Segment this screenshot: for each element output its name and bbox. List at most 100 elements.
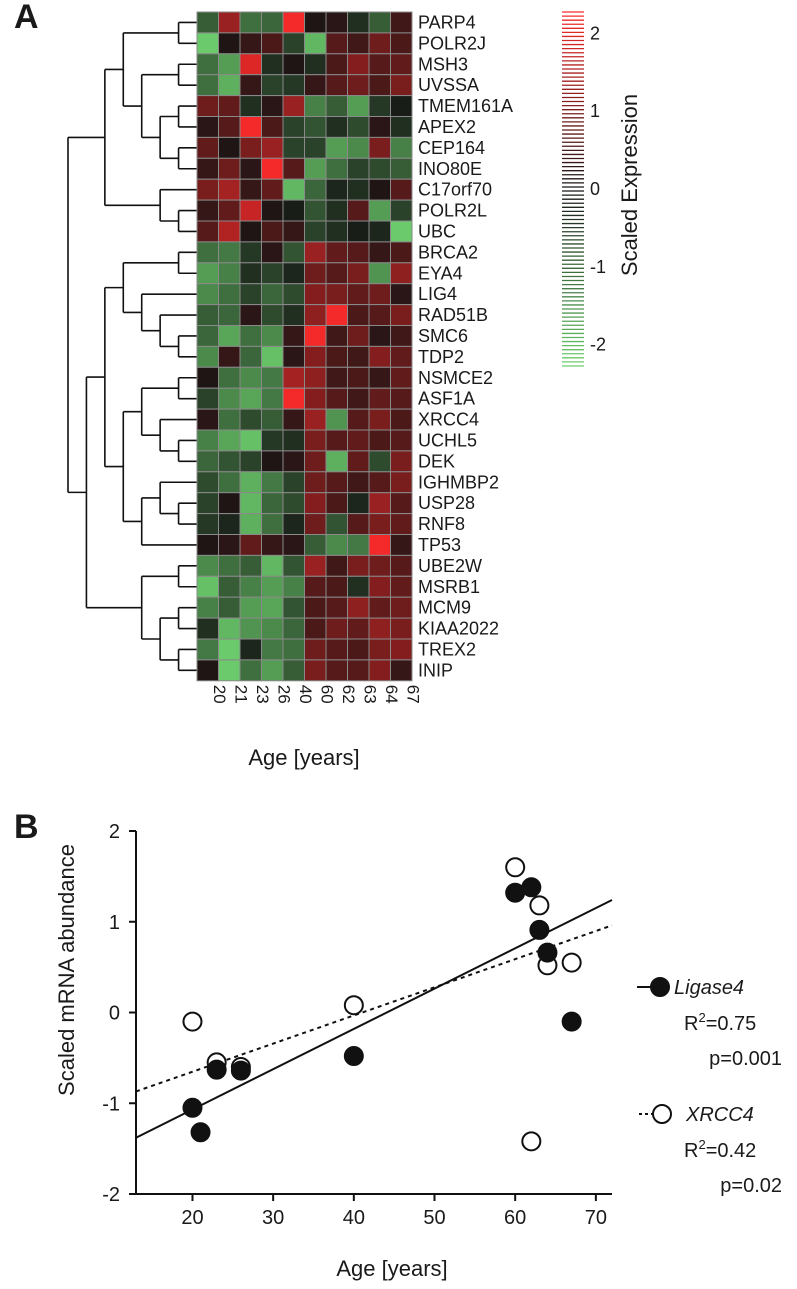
heatmap-cell-smc6-40 — [282, 325, 305, 347]
heatmap-cell-uvssa-23 — [239, 74, 262, 97]
heatmap-cell-rnf8-26 — [261, 513, 284, 535]
heatmap-cell-tp53-26 — [261, 534, 284, 556]
colorbar — [562, 11, 584, 367]
heatmap-cell-polr2l-64 — [368, 199, 391, 222]
heatmap-cell-polr2l-26 — [261, 199, 284, 222]
heatmap-x-axis-title: Age [years] — [248, 745, 359, 770]
heatmap-cell-msrb1-26 — [261, 575, 284, 598]
heatmap-cell-apex2-26 — [261, 116, 284, 138]
heatmap-cell-inip-20 — [196, 659, 219, 682]
heatmap-cell-polr2j-40 — [282, 32, 305, 55]
heatmap-cell-asf1a-62 — [325, 387, 348, 410]
heatmap-cell-usp28-64 — [368, 492, 391, 515]
heatmap-cell-inip-64 — [368, 659, 391, 682]
point-xrcc4 — [182, 1011, 203, 1032]
heatmap-cell-msh3-64 — [368, 53, 391, 76]
heatmap-cell-rad51b-62 — [325, 304, 348, 327]
heatmap-cell-c17orf70-60 — [304, 178, 327, 201]
heatmap-cell-c17orf70-20 — [196, 178, 219, 201]
heatmap-cell-rad51b-20 — [196, 304, 219, 327]
heatmap-cell-tdp2-23 — [239, 345, 262, 368]
fit-line-ligase4 — [135, 899, 613, 1139]
heatmap-cell-asf1a-20 — [196, 387, 219, 410]
gene-label: IGHMBP2 — [418, 472, 499, 492]
heatmap-cell-usp28-67 — [390, 492, 413, 515]
heatmap-cell-tdp2-62 — [325, 345, 348, 368]
heatmap-cell-polr2l-60 — [304, 199, 327, 222]
heatmap-cell-kiaa2022-62 — [325, 617, 348, 640]
heatmap-cell-uchl5-63 — [347, 429, 370, 452]
point-xrcc4 — [505, 857, 526, 878]
heatmap-cell-eya4-62 — [325, 262, 348, 285]
heatmap-cell-tmem161a-40 — [282, 95, 305, 117]
heatmap-cell-nsmce2-26 — [261, 366, 284, 389]
heatmap-cell-ube2w-40 — [282, 554, 305, 577]
heatmap — [196, 11, 413, 682]
heatmap-cell-xrcc4-64 — [368, 408, 391, 431]
heatmap-cell-c17orf70-67 — [390, 178, 413, 201]
point-ligase4 — [206, 1059, 227, 1080]
heatmap-cell-nsmce2-20 — [196, 366, 219, 389]
heatmap-cell-dek-62 — [325, 450, 348, 473]
gene-label: KIAA2022 — [418, 619, 499, 639]
heatmap-cell-ube2w-62 — [325, 554, 348, 577]
heatmap-cell-cep164-60 — [304, 136, 327, 159]
legend-ligase4-name: Ligase4 — [674, 977, 744, 999]
heatmap-cell-rnf8-67 — [390, 513, 413, 535]
gene-label: RAD51B — [418, 305, 488, 325]
heatmap-cell-rad51b-67 — [390, 304, 413, 327]
heatmap-cell-smc6-62 — [325, 325, 348, 347]
heatmap-cell-cep164-26 — [261, 136, 284, 159]
gene-label: SMC6 — [418, 326, 468, 346]
x-tick-label: 60 — [504, 1207, 526, 1229]
y-tick-label: 2 — [109, 821, 120, 843]
heatmap-cell-parp4-21 — [218, 11, 241, 34]
heatmap-cell-smc6-63 — [347, 325, 370, 347]
y-tick-label: 1 — [109, 912, 120, 934]
gene-label: EYA4 — [418, 263, 463, 283]
heatmap-cell-brca2-20 — [196, 241, 219, 264]
heatmap-cell-dek-63 — [347, 450, 370, 473]
heatmap-cell-ino80e-23 — [239, 157, 262, 180]
heatmap-cell-nsmce2-62 — [325, 366, 348, 389]
heatmap-cell-tmem161a-26 — [261, 95, 284, 117]
heatmap-cell-trex2-23 — [239, 638, 262, 661]
heatmap-cell-uvssa-62 — [325, 74, 348, 97]
heatmap-cell-mcm9-20 — [196, 596, 219, 619]
colorbar-tick: -2 — [590, 335, 606, 355]
heatmap-cell-nsmce2-63 — [347, 366, 370, 389]
heatmap-cell-msrb1-40 — [282, 575, 305, 598]
heatmap-cell-tmem161a-21 — [218, 95, 241, 117]
heatmap-cell-polr2j-23 — [239, 32, 262, 55]
heatmap-cell-asf1a-64 — [368, 387, 391, 410]
heatmap-cell-cep164-64 — [368, 136, 391, 159]
heatmap-cell-apex2-62 — [325, 116, 348, 138]
heatmap-cell-apex2-21 — [218, 116, 241, 138]
gene-label: USP28 — [418, 493, 475, 513]
gene-label: TDP2 — [418, 347, 464, 367]
heatmap-cell-msh3-21 — [218, 53, 241, 76]
heatmap-cell-trex2-64 — [368, 638, 391, 661]
heatmap-cell-dek-40 — [282, 450, 305, 473]
heatmap-cell-smc6-64 — [368, 325, 391, 347]
point-ligase4 — [521, 877, 542, 898]
heatmap-cell-ubc-64 — [368, 220, 391, 243]
heatmap-cell-eya4-20 — [196, 262, 219, 285]
heatmap-cell-brca2-40 — [282, 241, 305, 264]
heatmap-cell-trex2-62 — [325, 638, 348, 661]
heatmap-cell-cep164-40 — [282, 136, 305, 159]
heatmap-cell-uchl5-21 — [218, 429, 241, 452]
legend: Ligase4 R2=0.75 p=0.001 XRCC4 R2=0.42 p=… — [637, 977, 782, 1197]
heatmap-cell-msrb1-60 — [304, 575, 327, 598]
heatmap-cell-eya4-67 — [390, 262, 413, 285]
heatmap-cell-msrb1-62 — [325, 575, 348, 598]
heatmap-cell-ino80e-67 — [390, 157, 413, 180]
heatmap-cell-lig4-67 — [390, 283, 413, 306]
point-ligase4 — [190, 1122, 211, 1143]
gene-label: RNF8 — [418, 514, 465, 534]
heatmap-cell-ighmbp2-60 — [304, 471, 327, 494]
heatmap-cell-brca2-62 — [325, 241, 348, 264]
heatmap-cell-rad51b-26 — [261, 304, 284, 327]
heatmap-cell-ube2w-20 — [196, 554, 219, 577]
gene-label: MSRB1 — [418, 577, 480, 597]
